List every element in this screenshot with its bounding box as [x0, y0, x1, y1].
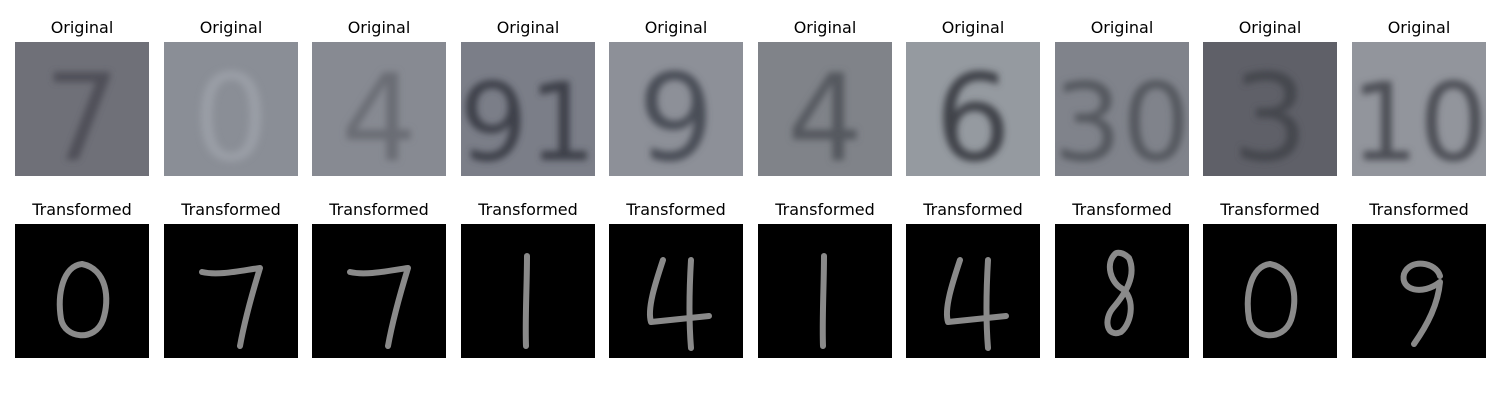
transformed-digit-image	[758, 224, 892, 358]
house-number-glyph: 3	[1232, 50, 1308, 176]
image-background	[312, 42, 446, 176]
image-background	[758, 42, 892, 176]
original-digit-image: 7	[15, 42, 149, 176]
handwritten-digit-stroke	[943, 257, 1009, 351]
panel-title: Transformed	[181, 200, 281, 219]
original-digit-image: 4	[312, 42, 446, 176]
original-digit-image: 10	[1352, 42, 1486, 176]
panel-title: Original	[1238, 18, 1302, 37]
handwritten-digit-stroke	[522, 253, 530, 349]
transformed-digit-image	[1352, 224, 1486, 358]
house-number-glyph: 9	[638, 50, 714, 176]
panel-title: Transformed	[32, 200, 132, 219]
transformed-digit-image	[1055, 224, 1189, 358]
original-panel: Original 9	[609, 0, 743, 180]
original-digit-image: 6	[906, 42, 1040, 176]
transformed-digit-image	[164, 224, 298, 358]
image-background	[609, 42, 743, 176]
house-number-glyph: 91	[461, 61, 595, 176]
house-number-glyph: 0	[193, 50, 269, 176]
original-panel: Original 7	[15, 0, 149, 180]
transformed-panel: Transformed	[758, 182, 892, 362]
handwritten-digit-stroke	[646, 257, 712, 351]
panel-title: Original	[50, 18, 114, 37]
house-number-glyph: 4	[341, 50, 417, 176]
panel-title: Transformed	[1220, 200, 1320, 219]
image-background	[1055, 42, 1189, 176]
handwritten-digit-stroke	[819, 253, 827, 349]
transformed-panel: Transformed	[906, 182, 1040, 362]
panel-title: Original	[1090, 18, 1154, 37]
image-background	[1203, 42, 1337, 176]
panel-title: Transformed	[478, 200, 578, 219]
handwritten-digit-stroke	[347, 265, 411, 349]
transformed-digit-image	[1203, 224, 1337, 358]
panel-title: Transformed	[1369, 200, 1469, 219]
panel-title: Original	[644, 18, 708, 37]
house-number-glyph: 4	[787, 50, 863, 176]
handwritten-digit-stroke	[1104, 249, 1135, 337]
panel-title: Transformed	[626, 200, 726, 219]
image-background	[906, 42, 1040, 176]
handwritten-digit-stroke	[56, 261, 110, 339]
original-panel: Original 3	[1203, 0, 1337, 180]
transformed-panel: Transformed	[1352, 182, 1486, 362]
image-background	[461, 42, 595, 176]
original-digit-image: 30	[1055, 42, 1189, 176]
transformed-digit-image	[312, 224, 446, 358]
transformed-panel: Transformed	[1203, 182, 1337, 362]
panel-title: Transformed	[775, 200, 875, 219]
panel-title: Transformed	[923, 200, 1023, 219]
panel-title: Original	[793, 18, 857, 37]
transformed-digit-image	[461, 224, 595, 358]
original-panel: Original 4	[312, 0, 446, 180]
image-background	[15, 42, 149, 176]
original-digit-image: 9	[609, 42, 743, 176]
original-digit-image: 4	[758, 42, 892, 176]
handwritten-digit-stroke	[199, 265, 263, 349]
original-panel: Original 0	[164, 0, 298, 180]
panel-title: Transformed	[1072, 200, 1172, 219]
original-digit-image: 91	[461, 42, 595, 176]
panel-title: Original	[199, 18, 263, 37]
original-panel: Original 30	[1055, 0, 1189, 180]
original-digit-image: 3	[1203, 42, 1337, 176]
panel-title: Transformed	[329, 200, 429, 219]
original-panel: Original 6	[906, 0, 1040, 180]
transformed-panel: Transformed	[312, 182, 446, 362]
house-number-glyph: 6	[935, 50, 1011, 176]
original-panel: Original 91	[461, 0, 595, 180]
original-panel: Original 10	[1352, 0, 1486, 180]
image-background	[1352, 42, 1486, 176]
transformed-panel: Transformed	[15, 182, 149, 362]
transformed-panel: Transformed	[609, 182, 743, 362]
handwritten-digit-stroke	[1400, 260, 1443, 347]
panel-title: Original	[496, 18, 560, 37]
panel-title: Original	[941, 18, 1005, 37]
original-panel: Original 4	[758, 0, 892, 180]
original-digit-image: 0	[164, 42, 298, 176]
house-number-glyph: 10	[1352, 61, 1486, 176]
handwritten-digit-stroke	[1244, 261, 1298, 339]
transformed-digit-image	[609, 224, 743, 358]
panel-title: Original	[1387, 18, 1451, 37]
transformed-digit-image	[15, 224, 149, 358]
transformed-digit-image	[906, 224, 1040, 358]
house-number-glyph: 7	[44, 50, 120, 176]
image-background	[164, 42, 298, 176]
transformed-panel: Transformed	[1055, 182, 1189, 362]
house-number-glyph: 30	[1055, 61, 1189, 176]
transformed-panel: Transformed	[461, 182, 595, 362]
panel-title: Original	[347, 18, 411, 37]
transformed-panel: Transformed	[164, 182, 298, 362]
